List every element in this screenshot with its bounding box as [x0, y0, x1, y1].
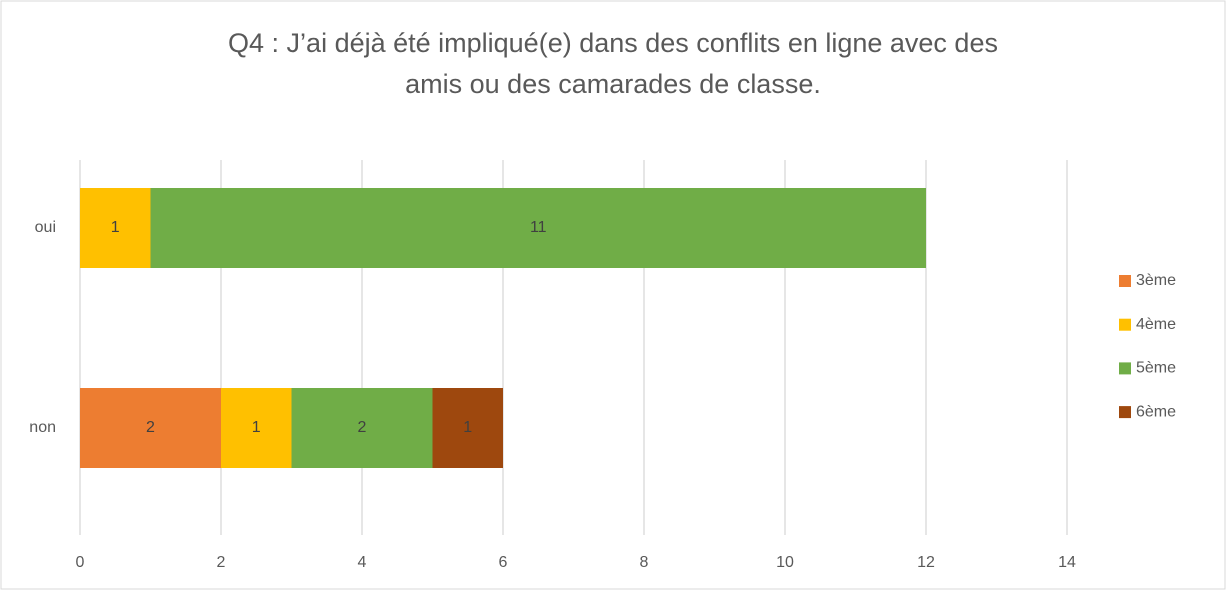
bar-segment: [291, 388, 433, 468]
data-label: 1: [111, 219, 120, 236]
bar-segment: [221, 388, 292, 468]
legend-swatch: [1119, 406, 1131, 419]
legend-swatch: [1119, 275, 1131, 287]
data-label: 2: [146, 419, 155, 436]
x-tick-label: 2: [217, 554, 226, 571]
x-tick-label: 0: [76, 554, 85, 571]
bar-segment: [80, 188, 151, 268]
x-tick-label: 8: [640, 554, 649, 571]
x-tick-label: 4: [358, 554, 367, 571]
legend-label: 3ème: [1136, 272, 1176, 289]
x-tick-label: 14: [1058, 554, 1076, 571]
y-tick-label: oui: [35, 219, 56, 236]
legend-label: 6ème: [1136, 403, 1176, 420]
data-label: 2: [358, 419, 367, 436]
bar-segment: [150, 188, 926, 268]
data-label: 1: [463, 419, 472, 436]
data-label: 1: [252, 419, 261, 436]
bar-segment: [80, 388, 221, 468]
legend-label: 4ème: [1136, 316, 1176, 333]
x-tick-label: 12: [917, 554, 935, 571]
bar-segment: [432, 388, 503, 468]
x-tick-label: 6: [499, 554, 508, 571]
data-label: 11: [530, 219, 547, 236]
legend-label: 5ème: [1136, 360, 1176, 377]
y-tick-label: non: [29, 419, 56, 436]
chart-title: amis ou des camarades de classe.: [405, 69, 821, 99]
legend-swatch: [1119, 362, 1131, 375]
chart-title: Q4 : J’ai déjà été impliqué(e) dans des …: [228, 28, 998, 58]
legend-swatch: [1119, 318, 1131, 331]
x-tick-label: 10: [776, 554, 794, 571]
